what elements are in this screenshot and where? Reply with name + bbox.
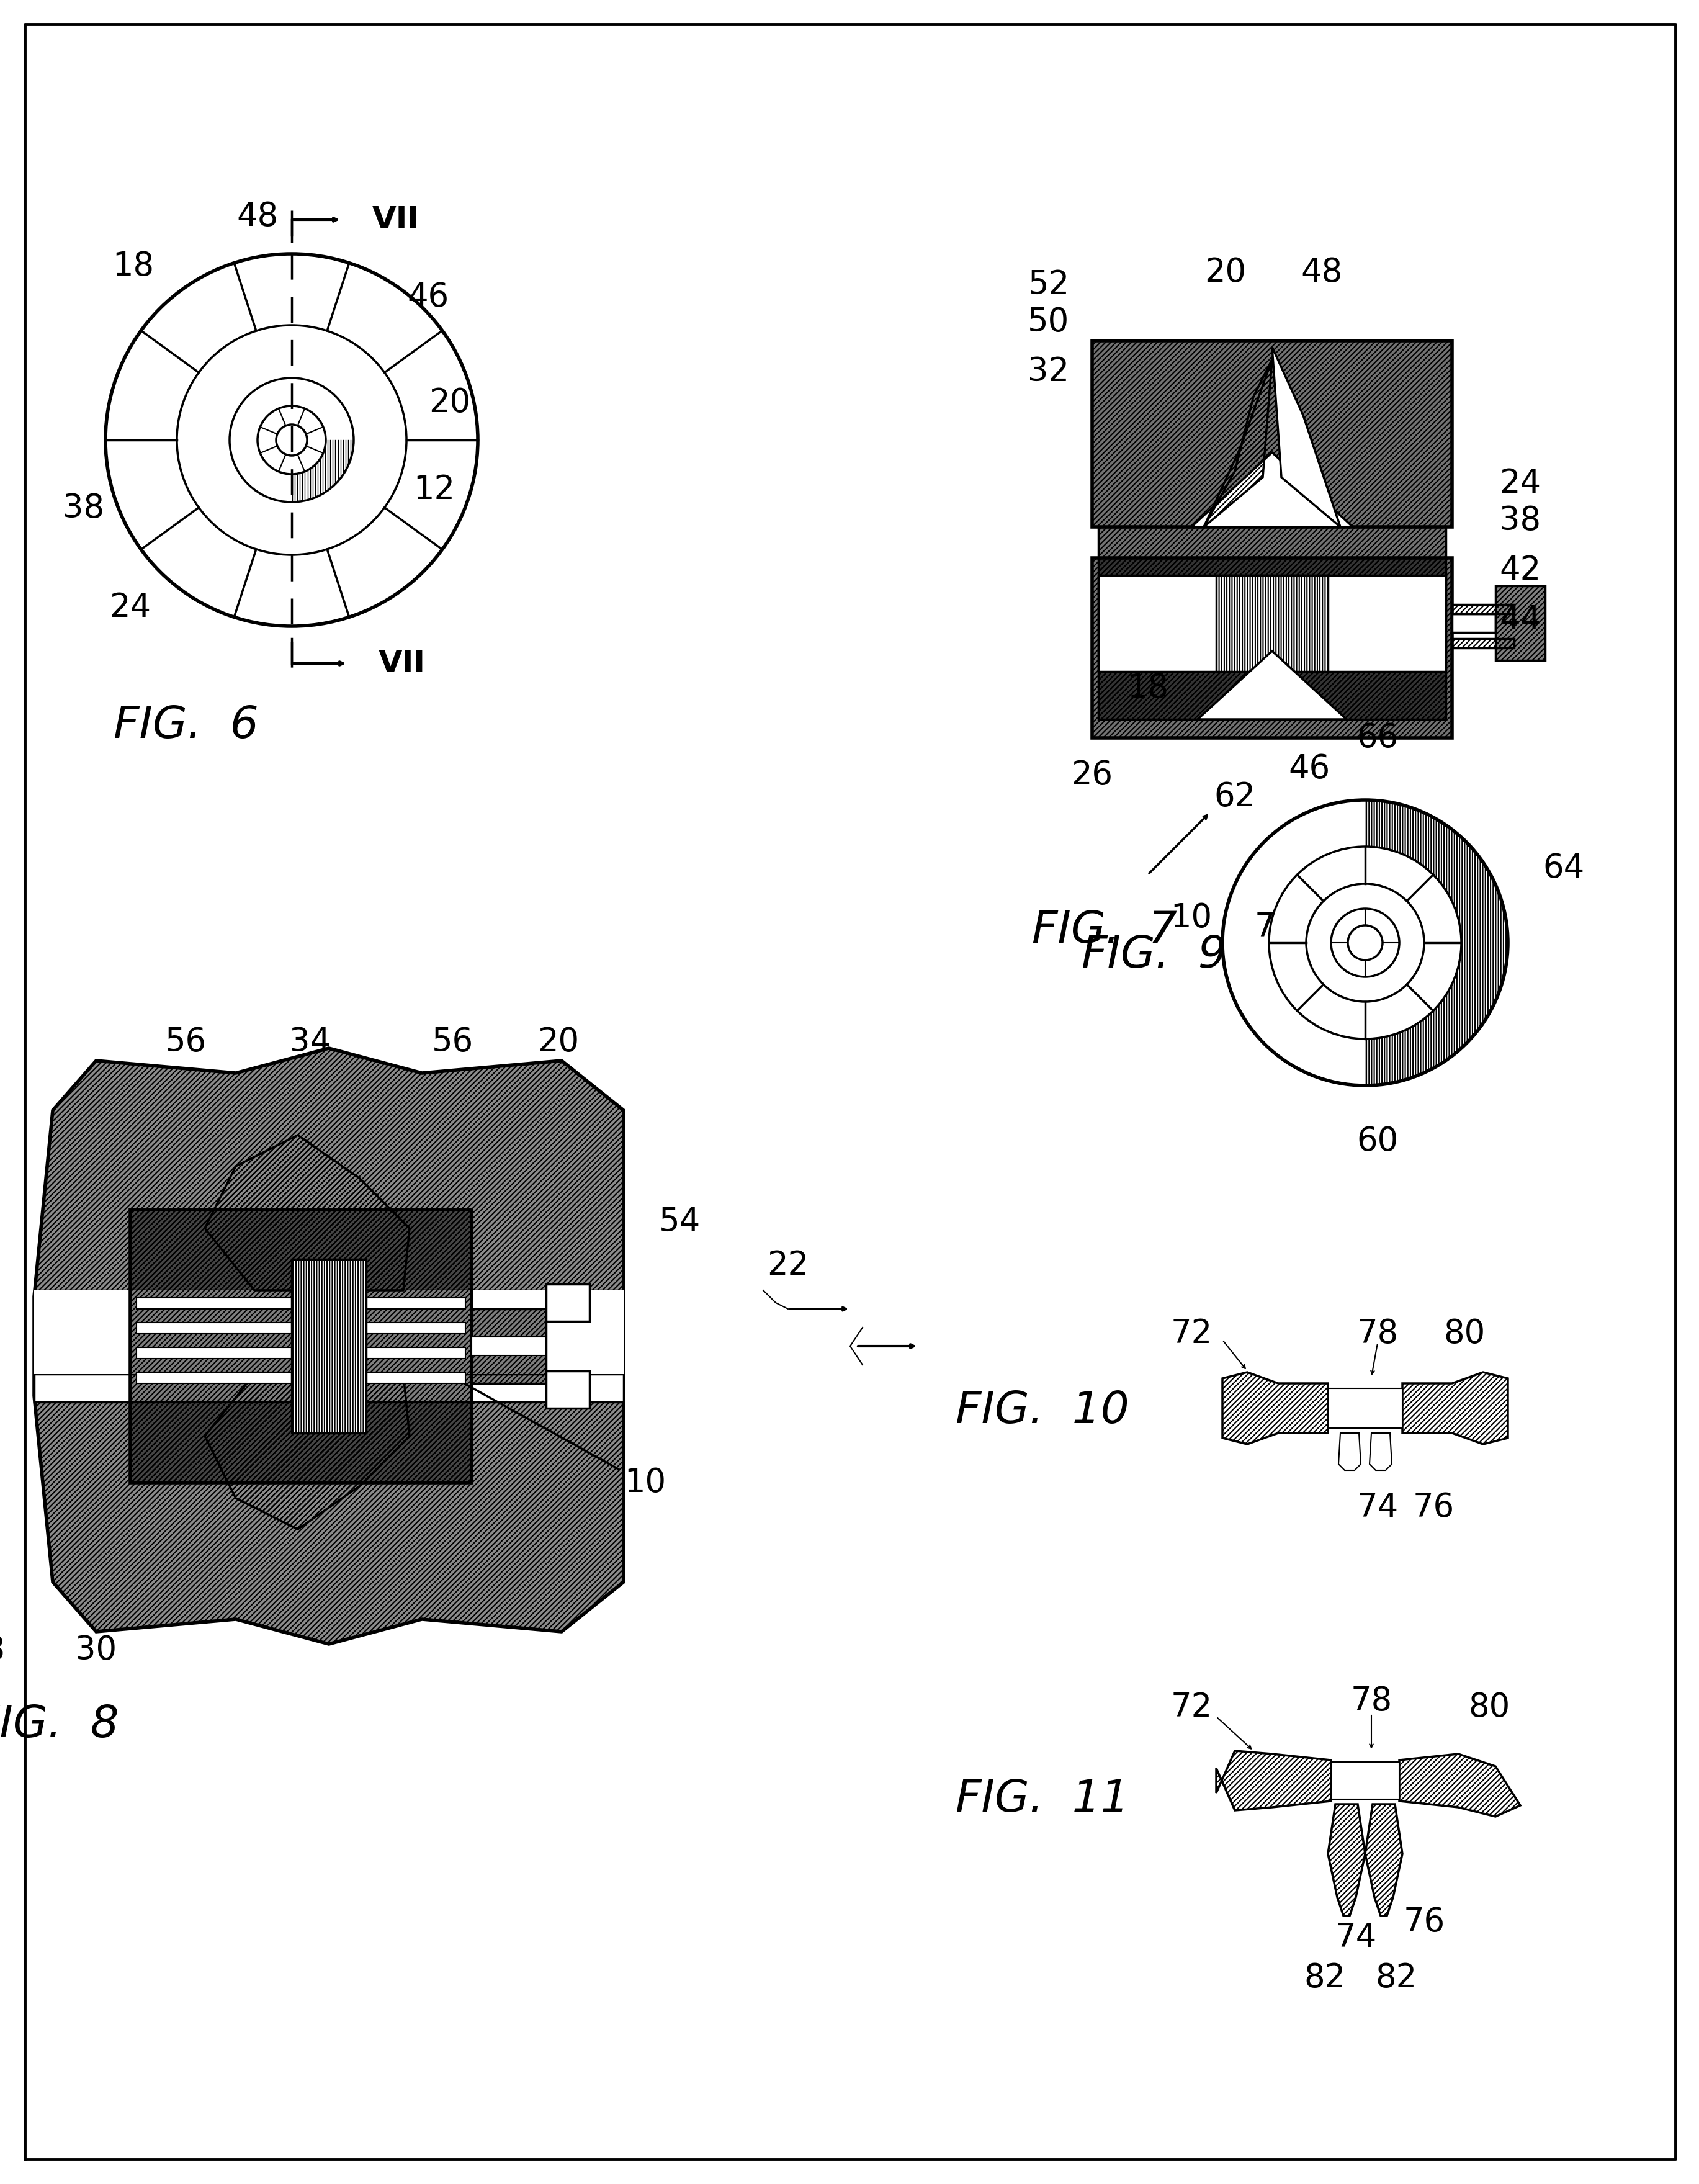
Bar bbox=[1092, 341, 1453, 526]
Text: 82: 82 bbox=[1376, 1961, 1417, 1994]
Text: 76: 76 bbox=[1403, 1907, 1444, 1937]
Bar bbox=[131, 1210, 472, 1483]
Bar bbox=[34, 1291, 624, 1374]
Text: 68: 68 bbox=[1358, 1005, 1398, 1037]
Text: FIG.  11: FIG. 11 bbox=[955, 1778, 1130, 1821]
Text: 82: 82 bbox=[1305, 1961, 1346, 1994]
Text: 74: 74 bbox=[1335, 1922, 1376, 1955]
Bar bbox=[1453, 638, 1514, 649]
Bar bbox=[34, 1291, 624, 1319]
Text: 20: 20 bbox=[1205, 256, 1247, 288]
Bar bbox=[545, 1372, 590, 1409]
Text: 10: 10 bbox=[625, 1465, 666, 1498]
Text: 62: 62 bbox=[1215, 780, 1256, 812]
Text: 24: 24 bbox=[1500, 467, 1541, 500]
Text: FIG.  7: FIG. 7 bbox=[1031, 909, 1177, 952]
Bar bbox=[1216, 574, 1329, 670]
Circle shape bbox=[1307, 885, 1424, 1002]
Bar bbox=[1495, 585, 1544, 660]
Bar bbox=[472, 1337, 545, 1356]
Bar bbox=[1098, 574, 1446, 670]
Text: 24: 24 bbox=[109, 592, 151, 625]
Bar bbox=[1092, 341, 1453, 526]
Circle shape bbox=[1347, 926, 1383, 961]
Text: 64: 64 bbox=[1543, 852, 1585, 885]
Bar bbox=[136, 1324, 466, 1334]
Text: 76: 76 bbox=[1412, 1492, 1454, 1524]
Text: 46: 46 bbox=[1288, 753, 1330, 784]
Text: 78: 78 bbox=[1351, 1686, 1391, 1717]
Bar bbox=[545, 1284, 590, 1321]
Bar bbox=[1330, 1762, 1400, 1800]
Text: 74: 74 bbox=[1358, 1492, 1398, 1524]
Text: 66: 66 bbox=[1358, 721, 1398, 753]
Text: FIG.  10: FIG. 10 bbox=[955, 1389, 1130, 1433]
Circle shape bbox=[1269, 847, 1461, 1040]
Text: 30: 30 bbox=[75, 1634, 117, 1666]
Text: FIG.  8: FIG. 8 bbox=[0, 1704, 119, 1747]
Text: 56: 56 bbox=[165, 1026, 207, 1059]
Text: 46: 46 bbox=[408, 282, 449, 314]
Text: 70: 70 bbox=[1254, 911, 1296, 943]
Text: 20: 20 bbox=[430, 387, 471, 419]
Bar bbox=[1092, 557, 1453, 738]
Text: 72: 72 bbox=[1171, 1317, 1211, 1350]
Bar bbox=[472, 1308, 545, 1382]
Text: 12: 12 bbox=[413, 474, 455, 507]
Text: 38: 38 bbox=[63, 491, 105, 524]
Text: 56: 56 bbox=[432, 1026, 474, 1059]
Text: 18: 18 bbox=[112, 251, 155, 282]
Bar bbox=[1098, 526, 1446, 719]
Text: 18: 18 bbox=[0, 1634, 5, 1666]
Bar bbox=[1453, 605, 1514, 614]
Polygon shape bbox=[1191, 452, 1352, 526]
Polygon shape bbox=[34, 1048, 624, 1645]
Text: FIG.  9: FIG. 9 bbox=[1082, 935, 1227, 976]
Text: 22: 22 bbox=[768, 1249, 809, 1282]
Text: 52: 52 bbox=[1028, 269, 1069, 301]
Bar bbox=[136, 1348, 466, 1358]
Text: s: s bbox=[1347, 935, 1361, 957]
Bar bbox=[472, 1308, 545, 1382]
Text: 44: 44 bbox=[1500, 603, 1541, 636]
Bar bbox=[136, 1297, 466, 1308]
Text: VII: VII bbox=[379, 649, 426, 679]
Text: 54: 54 bbox=[659, 1206, 700, 1238]
Polygon shape bbox=[1273, 347, 1341, 526]
Text: 26: 26 bbox=[1072, 760, 1113, 791]
Text: 50: 50 bbox=[1028, 306, 1070, 339]
Polygon shape bbox=[1198, 651, 1347, 719]
Text: 60: 60 bbox=[1358, 1125, 1398, 1158]
Text: 18: 18 bbox=[1126, 673, 1169, 705]
Circle shape bbox=[1330, 909, 1400, 976]
Bar bbox=[1092, 557, 1453, 738]
Circle shape bbox=[1223, 799, 1509, 1085]
Text: 34: 34 bbox=[289, 1026, 331, 1059]
Text: 78: 78 bbox=[1358, 1317, 1398, 1350]
Text: 48: 48 bbox=[236, 201, 279, 234]
Text: 42: 42 bbox=[1500, 555, 1541, 587]
Text: 48: 48 bbox=[1301, 256, 1342, 288]
Bar bbox=[1329, 1389, 1402, 1428]
Text: 72: 72 bbox=[1171, 1690, 1211, 1723]
Bar bbox=[136, 1372, 466, 1382]
Bar bbox=[1495, 585, 1544, 660]
Text: 38: 38 bbox=[1500, 505, 1541, 537]
Bar bbox=[34, 1374, 624, 1402]
Bar bbox=[1098, 526, 1446, 719]
Text: 80: 80 bbox=[1444, 1317, 1485, 1350]
Bar bbox=[1453, 614, 1495, 633]
Bar bbox=[292, 1260, 365, 1433]
Bar bbox=[1216, 574, 1329, 670]
Text: FIG.  6: FIG. 6 bbox=[114, 703, 258, 747]
Text: 32: 32 bbox=[1028, 356, 1069, 389]
Bar bbox=[131, 1210, 472, 1483]
Text: 80: 80 bbox=[1468, 1690, 1510, 1723]
Text: 20: 20 bbox=[537, 1026, 579, 1059]
Text: 10: 10 bbox=[1171, 902, 1211, 935]
Text: VII: VII bbox=[372, 205, 420, 234]
